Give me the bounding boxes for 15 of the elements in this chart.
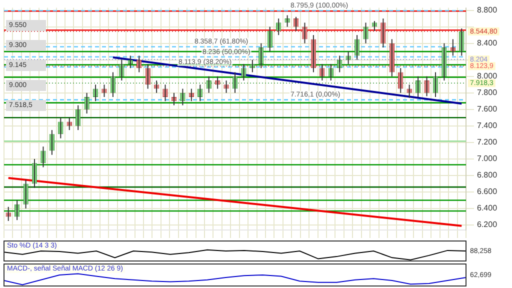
candlestick [6,206,11,222]
candlestick [224,80,229,94]
y-tick-label: 8.400 [477,38,498,48]
y-tick-label: 8.800 [477,5,498,14]
y-tick-label: 6.400 [477,204,498,213]
y-tick-label: 7.600 [477,104,498,114]
y-tick-label: 6.600 [477,187,498,196]
y-tick-label: 8.000 [477,72,498,81]
y-tick-label: 7.800 [477,88,498,98]
y-tick-label: 7.200 [477,138,498,147]
y-tick-label: 7.000 [477,154,498,164]
y-tick-label: 7.400 [477,121,498,130]
candlestick [346,51,351,64]
y-tick-label: 6.800 [477,170,498,180]
y-tick-label: 6.200 [477,220,498,230]
